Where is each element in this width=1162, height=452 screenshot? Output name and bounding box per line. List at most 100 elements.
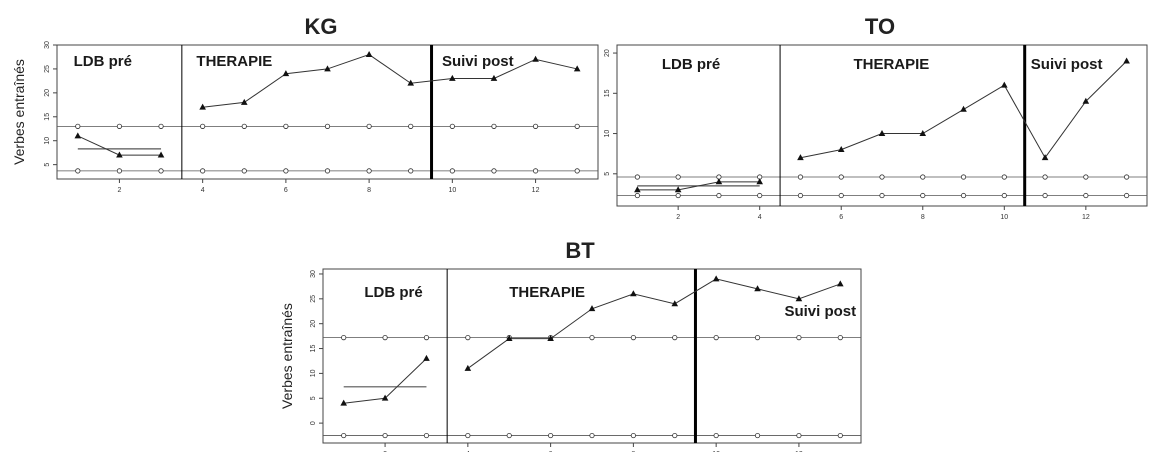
upper-band-line-marker xyxy=(796,335,802,341)
lower-band-line-marker xyxy=(366,168,372,174)
upper-band-line-marker xyxy=(574,123,580,129)
y-tick-label: 5 xyxy=(604,172,611,176)
data-point xyxy=(795,295,803,302)
series-line xyxy=(202,54,578,108)
upper-band-line-marker xyxy=(837,335,843,341)
upper-band-line-marker xyxy=(630,335,636,341)
upper-band-line-marker xyxy=(116,123,123,129)
chart-title: KG xyxy=(305,14,338,39)
upper-band-line-marker xyxy=(491,123,497,129)
y-tick-label: 15 xyxy=(604,89,611,97)
x-tick-label: 8 xyxy=(367,187,371,194)
data-point xyxy=(754,285,761,292)
chart-title: TO xyxy=(865,14,895,39)
y-tick-label: 5 xyxy=(44,163,51,167)
y-tick-label: 15 xyxy=(310,345,317,353)
plot-frame xyxy=(322,268,862,444)
data-point xyxy=(1082,97,1090,104)
lower-band-line-marker xyxy=(672,432,678,439)
lower-band-line-marker xyxy=(630,432,636,439)
x-tick-label: 6 xyxy=(284,187,288,194)
lower-band-line-marker xyxy=(506,432,512,439)
data-point xyxy=(490,74,498,81)
lower-band-line-marker xyxy=(200,168,206,174)
lower-band-line-marker xyxy=(1001,192,1007,199)
upper-band-line-marker xyxy=(960,174,967,180)
x-tick-label: 12 xyxy=(532,187,540,194)
lower-band-line-marker xyxy=(1042,192,1048,199)
lower-band-line-marker xyxy=(75,168,81,174)
phase-label: THERAPIE xyxy=(509,284,585,301)
phase-label: THERAPIE xyxy=(853,56,929,73)
upper-band-line-marker xyxy=(920,174,926,180)
chart-panel-kg: KG Verbes entraînés 5 10 15 20 25 30 2 4 6 8 10 12 LDB… xyxy=(11,14,599,194)
upper-band-line-marker xyxy=(408,123,414,129)
data-point xyxy=(634,186,641,193)
data-point xyxy=(715,178,723,185)
lower-band-line-marker xyxy=(796,432,802,439)
data-point xyxy=(74,132,82,139)
lower-band-line-marker xyxy=(423,432,430,439)
lower-band-line-marker xyxy=(960,192,967,199)
data-point xyxy=(1123,57,1130,64)
lower-band-line-marker xyxy=(879,192,885,199)
lower-band-line-marker xyxy=(634,192,640,199)
data-point xyxy=(1001,81,1008,88)
y-tick-label: 20 xyxy=(44,89,51,97)
y-axis-label: Verbes entraînés xyxy=(279,303,295,409)
upper-band-line-marker xyxy=(382,335,388,341)
x-tick-label: 2 xyxy=(117,187,121,194)
y-tick-label: 25 xyxy=(310,295,317,303)
lower-band-line-marker xyxy=(532,168,539,174)
phase-label: Suivi post xyxy=(1031,56,1103,73)
upper-band-line-marker xyxy=(283,123,289,129)
lower-band-line-marker xyxy=(449,168,455,174)
lower-band-line-marker xyxy=(1124,192,1130,199)
upper-band-line-marker xyxy=(675,174,681,180)
data-point xyxy=(960,105,967,112)
data-point xyxy=(547,335,554,341)
phase-label: Suivi post xyxy=(784,303,856,320)
data-point xyxy=(837,280,844,287)
y-tick-label: 30 xyxy=(310,270,317,278)
data-point xyxy=(407,79,415,86)
data-point xyxy=(756,178,763,185)
lower-band-line-marker xyxy=(837,432,843,439)
upper-band-line-marker xyxy=(532,123,539,129)
y-tick-label: 20 xyxy=(604,49,611,57)
lower-band-line-marker xyxy=(716,192,722,199)
data-point xyxy=(674,186,682,193)
lower-band-line-marker xyxy=(283,168,289,174)
y-axis-label: Verbes entraînés xyxy=(11,59,27,165)
data-point xyxy=(505,335,513,341)
lower-band-line-marker xyxy=(1083,192,1089,199)
phase-label: Suivi post xyxy=(442,53,514,70)
lower-band-line-marker xyxy=(324,168,331,174)
phase-label: THERAPIE xyxy=(196,53,272,70)
data-point xyxy=(365,50,373,57)
lower-band-line-marker xyxy=(838,192,844,199)
lower-band-line-marker xyxy=(754,432,761,439)
series-line xyxy=(467,278,841,369)
y-tick-label: 10 xyxy=(310,369,317,377)
data-point xyxy=(878,129,886,136)
data-point xyxy=(837,146,845,153)
upper-band-line-marker xyxy=(713,335,719,341)
data-point xyxy=(712,275,720,282)
data-point xyxy=(449,74,456,81)
y-tick-label: 10 xyxy=(44,137,51,145)
y-tick-label: 30 xyxy=(44,41,51,49)
upper-band-line-marker xyxy=(589,335,595,341)
lower-band-line-marker xyxy=(920,192,926,199)
upper-band-line-marker xyxy=(341,335,347,341)
upper-band-line-marker xyxy=(449,123,455,129)
upper-band-line-marker xyxy=(158,123,164,129)
lower-band-line-marker xyxy=(116,168,123,174)
y-tick-label: 0 xyxy=(310,421,317,425)
plot-frame xyxy=(56,44,599,180)
lower-band-line-marker xyxy=(548,432,554,439)
phase-label: LDB pré xyxy=(74,53,132,70)
upper-band-line-marker xyxy=(75,123,81,129)
data-point xyxy=(919,129,927,136)
